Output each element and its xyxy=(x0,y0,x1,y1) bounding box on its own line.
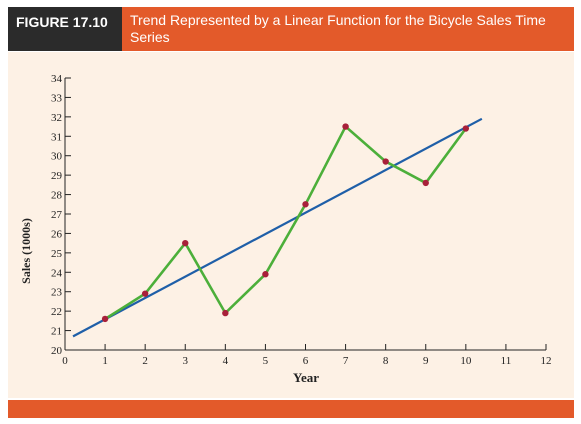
y-tick-label: 25 xyxy=(51,248,63,260)
y-tick-label: 21 xyxy=(51,326,62,338)
data-point xyxy=(302,201,309,208)
series-line xyxy=(104,124,467,321)
y-tick-label: 28 xyxy=(51,190,63,202)
y-tick-label: 26 xyxy=(51,228,63,240)
x-tick-label: 3 xyxy=(183,355,189,367)
y-tick-label: 24 xyxy=(51,267,63,279)
x-tick-label: 8 xyxy=(383,355,389,367)
x-tick-label: 11 xyxy=(501,355,512,367)
y-tick-label: 27 xyxy=(51,209,63,221)
data-point xyxy=(382,158,389,165)
y-tick-label: 23 xyxy=(51,287,63,299)
data-point xyxy=(422,179,429,187)
data-point xyxy=(182,239,189,247)
y-tick-label: 22 xyxy=(51,306,62,318)
data-point xyxy=(101,315,109,323)
y-tick-label: 31 xyxy=(51,131,62,143)
data-point xyxy=(262,271,269,278)
x-axis-label: Year xyxy=(293,370,319,385)
trend-layer xyxy=(72,117,483,338)
trend-line xyxy=(72,117,483,338)
footer-bar xyxy=(8,400,574,418)
x-tick-label: 0 xyxy=(62,355,68,367)
y-tick-label: 20 xyxy=(51,345,63,357)
y-tick-label: 32 xyxy=(51,112,62,124)
data-point xyxy=(141,290,149,297)
x-axis: 0 1 2 3 4 5 6 7 8 9 10 11 12 xyxy=(62,344,552,367)
series-layer xyxy=(104,124,467,321)
y-axis: 20 21 22 23 24 25 26 27 28 29 30 31 32 33 34 xyxy=(51,73,71,357)
x-tick-label: 10 xyxy=(460,355,472,367)
y-tick-label: 30 xyxy=(51,151,63,163)
data-point xyxy=(222,309,229,317)
data-point xyxy=(462,125,470,132)
points-layer xyxy=(101,123,470,323)
x-tick-label: 7 xyxy=(343,355,349,367)
x-tick-label: 4 xyxy=(223,355,229,367)
data-point xyxy=(342,123,349,130)
figure-label: FIGURE 17.10 xyxy=(8,7,122,51)
x-tick-label: 2 xyxy=(142,355,148,367)
y-axis-label: Sales (1000s) xyxy=(19,218,33,284)
y-tick-label: 34 xyxy=(51,73,63,85)
x-tick-label: 12 xyxy=(541,355,552,367)
y-tick-label: 33 xyxy=(51,92,63,104)
x-tick-label: 5 xyxy=(263,355,269,367)
x-tick-label: 6 xyxy=(303,355,309,367)
figure-header: FIGURE 17.10 Trend Represented by a Line… xyxy=(8,7,574,51)
x-tick-label: 1 xyxy=(102,355,108,367)
figure-title: Trend Represented by a Linear Function f… xyxy=(130,12,546,45)
y-tick-label: 29 xyxy=(51,170,63,182)
x-tick-label: 9 xyxy=(423,355,429,367)
